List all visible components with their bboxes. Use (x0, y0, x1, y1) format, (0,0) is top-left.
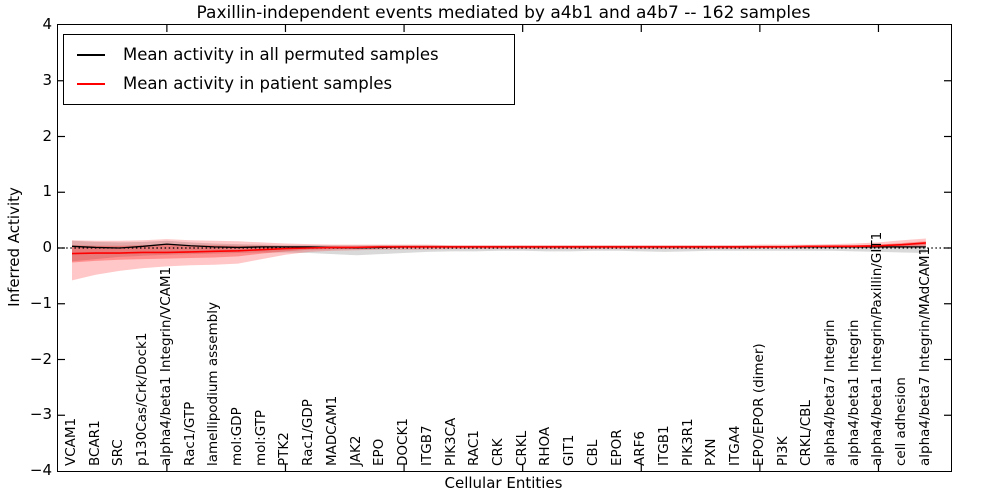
y-tick-label: −4 (29, 461, 52, 479)
y-tick-label: 2 (42, 126, 52, 145)
legend-label-permuted: Mean activity in all permuted samples (123, 45, 439, 64)
chart-canvas (58, 25, 951, 471)
legend: Mean activity in all permuted samples Me… (63, 34, 515, 105)
legend-item-patient: Mean activity in patient samples (77, 69, 514, 98)
chart-title: Paxillin-independent events mediated by … (196, 3, 811, 23)
plot-area: VCAM1 BCAR1 SRC p130Cas/Crk/Dock1 alpha4/bet… (57, 24, 952, 472)
legend-item-permuted: Mean activity in all permuted samples (77, 40, 514, 69)
legend-label-patient: Mean activity in patient samples (123, 74, 393, 93)
legend-line-sample-black (77, 53, 105, 56)
series-line-patient (71, 242, 926, 255)
y-tick-label: 0 (42, 238, 52, 256)
x-axis-label: Cellular Entities (444, 474, 563, 492)
y-tick-label: 1 (42, 182, 52, 201)
y-tick-label: −1 (29, 293, 52, 312)
y-tick-label: 3 (42, 70, 52, 89)
band-permuted-samples-range (72, 240, 926, 262)
y-tick-label: 4 (42, 15, 52, 33)
y-tick-label: −2 (29, 349, 52, 368)
legend-line-sample-red (77, 82, 105, 85)
y-tick-label: −3 (29, 405, 52, 424)
band-patient-samples-range-outer (72, 238, 926, 281)
